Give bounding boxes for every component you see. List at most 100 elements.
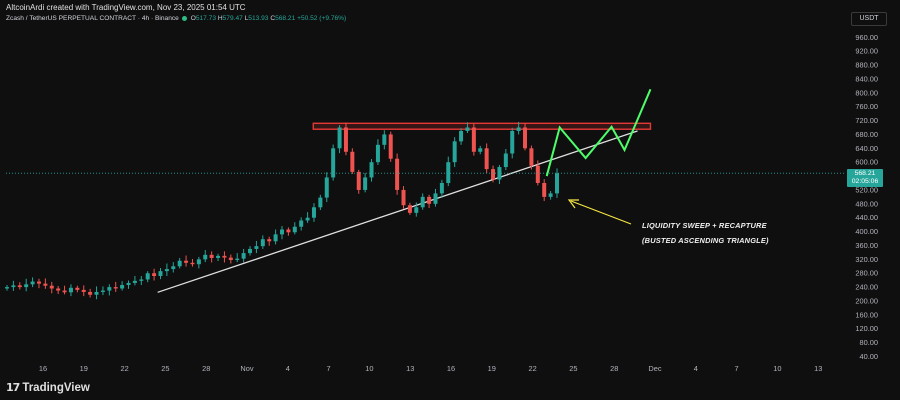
candle-body bbox=[145, 273, 150, 280]
symbol-header: Zcash / TetherUS PERPETUAL CONTRACT · 4h… bbox=[6, 15, 346, 22]
x-tick-label: 25 bbox=[569, 364, 577, 373]
y-axis: 960.00 920.00 880.00 840.00 800.00 760.00 720.… bbox=[855, 33, 878, 361]
candle-body bbox=[107, 287, 112, 291]
candle-body bbox=[132, 280, 137, 283]
x-tick-label: 19 bbox=[80, 364, 88, 373]
ascending-trendline bbox=[157, 130, 638, 293]
candle-body bbox=[11, 285, 16, 288]
projection-path bbox=[545, 88, 652, 177]
candle-body bbox=[299, 220, 304, 227]
candle-body bbox=[164, 269, 169, 272]
candle-body bbox=[248, 248, 253, 254]
candle-body bbox=[286, 229, 291, 233]
candle-body bbox=[5, 287, 9, 289]
annotation-line-2: (BUSTED ASCENDING TRIANGLE) bbox=[642, 236, 769, 245]
y-tick-label: 640.00 bbox=[855, 144, 878, 153]
candle-body bbox=[68, 287, 73, 293]
candle-body bbox=[184, 260, 189, 263]
candle-body bbox=[209, 254, 214, 258]
low-value: 513.93 bbox=[248, 15, 269, 22]
last-price-tag: 568.21 02:05:06 bbox=[847, 169, 883, 187]
close-value: 568.21 bbox=[275, 15, 296, 22]
candle-body bbox=[292, 226, 297, 233]
market-status-icon bbox=[181, 15, 187, 21]
candle-body bbox=[529, 148, 534, 166]
candle-body bbox=[222, 255, 227, 258]
candle-body bbox=[81, 289, 86, 292]
candle-body bbox=[241, 253, 246, 259]
y-tick-label: 160.00 bbox=[855, 310, 878, 319]
candle-body bbox=[363, 177, 368, 190]
candle-body bbox=[439, 183, 444, 194]
low-label: L bbox=[244, 15, 249, 22]
candle-body bbox=[273, 234, 278, 242]
candle-body bbox=[311, 207, 316, 218]
candle-body bbox=[318, 197, 323, 208]
candle-body bbox=[337, 127, 342, 149]
candle-body bbox=[49, 285, 54, 289]
y-tick-label: 600.00 bbox=[855, 158, 878, 167]
candle-body bbox=[203, 254, 208, 260]
x-tick-label: 10 bbox=[773, 364, 781, 373]
y-tick-label: 360.00 bbox=[855, 241, 878, 250]
candle-body bbox=[497, 167, 502, 180]
x-tick-label: 25 bbox=[161, 364, 169, 373]
high-value: 579.47 bbox=[222, 15, 243, 22]
candle-body bbox=[523, 127, 528, 149]
candle-body bbox=[375, 144, 380, 163]
candle-body bbox=[24, 284, 29, 288]
x-tick-label: 19 bbox=[488, 364, 496, 373]
open-label: O bbox=[190, 15, 196, 22]
high-label: H bbox=[217, 15, 223, 22]
y-tick-label: 400.00 bbox=[855, 227, 878, 236]
arrow-shaft bbox=[570, 200, 632, 225]
candle-body bbox=[171, 266, 176, 270]
candle-body bbox=[88, 291, 93, 295]
y-tick-label: 920.00 bbox=[855, 47, 878, 56]
x-tick-label: Nov bbox=[240, 364, 253, 373]
resistance-zone bbox=[312, 122, 652, 130]
y-tick-label: 880.00 bbox=[855, 61, 878, 70]
x-tick-label: 28 bbox=[610, 364, 618, 373]
x-tick-label: 16 bbox=[447, 364, 455, 373]
candle-body bbox=[216, 255, 221, 258]
y-tick-label: 520.00 bbox=[855, 185, 878, 194]
x-axis: 16 19 22 25 28 Nov 4 7 10 13 16 19 22 25 28 Dec 4 7 10 13 bbox=[39, 364, 822, 373]
x-tick-label: 22 bbox=[528, 364, 536, 373]
x-tick-label: 16 bbox=[39, 364, 47, 373]
x-tick-label: 28 bbox=[202, 364, 210, 373]
y-tick-label: 200.00 bbox=[855, 296, 878, 305]
candle-body bbox=[158, 271, 163, 276]
y-tick-label: 960.00 bbox=[855, 33, 878, 42]
tradingview-logo-text: TradingView bbox=[22, 381, 90, 394]
symbol-name[interactable]: Zcash / TetherUS PERPETUAL CONTRACT · 4h… bbox=[6, 15, 179, 22]
y-tick-label: 760.00 bbox=[855, 102, 878, 111]
candle-body bbox=[235, 258, 240, 261]
candle-body bbox=[459, 130, 464, 142]
candle-body bbox=[126, 282, 131, 286]
currency-button[interactable]: USDT bbox=[851, 12, 887, 26]
candle-body bbox=[356, 171, 361, 190]
candle-body bbox=[228, 257, 233, 261]
x-tick-label: 4 bbox=[694, 364, 698, 373]
candle-body bbox=[305, 217, 310, 221]
candle-body bbox=[446, 162, 451, 183]
candle-body bbox=[452, 141, 457, 163]
candle-body bbox=[62, 290, 67, 293]
y-tick-label: 480.00 bbox=[855, 199, 878, 208]
candle-body bbox=[17, 285, 22, 288]
y-tick-label: 280.00 bbox=[855, 269, 878, 278]
candle-body bbox=[478, 148, 483, 152]
candle-body bbox=[382, 134, 387, 145]
x-tick-label: 22 bbox=[120, 364, 128, 373]
y-tick-label: 120.00 bbox=[855, 324, 878, 333]
close-label: C bbox=[270, 15, 276, 22]
tradingview-logo[interactable]: 17 TradingView bbox=[6, 381, 90, 394]
y-tick-label: 720.00 bbox=[855, 116, 878, 125]
last-price-value: 568.21 bbox=[854, 170, 876, 177]
candle-body bbox=[190, 262, 195, 265]
x-tick-label: 7 bbox=[327, 364, 331, 373]
candle-body bbox=[465, 127, 470, 131]
